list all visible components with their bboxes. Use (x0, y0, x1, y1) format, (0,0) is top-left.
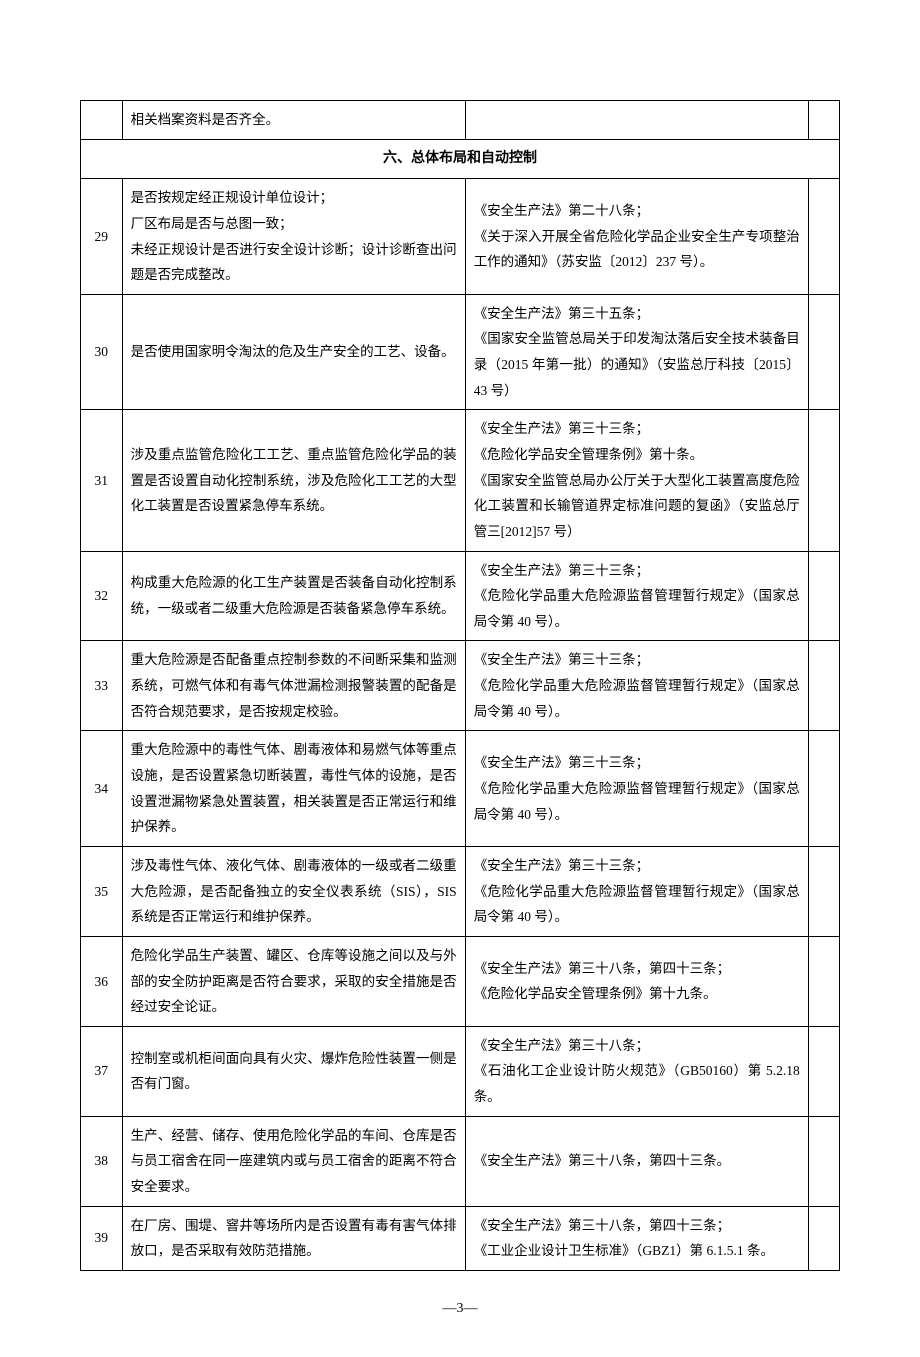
row-reference: 《安全生产法》第二十八条；《关于深入开展全省危险化学品企业安全生产专项整治工作的… (465, 179, 808, 295)
regulation-table: 相关档案资料是否齐全。 六、总体布局和自动控制 29是否按规定经正规设计单位设计… (80, 100, 840, 1271)
table-row: 33重大危险源是否配备重点控制参数的不间断采集和监测系统，可燃气体和有毒气体泄漏… (81, 641, 840, 731)
row-remark (808, 731, 839, 847)
row-remark (808, 410, 839, 551)
row-remark (808, 551, 839, 641)
top-row-last (808, 101, 839, 140)
row-description: 危险化学品生产装置、罐区、仓库等设施之间以及与外部的安全防护距离是否符合要求，采… (122, 936, 465, 1026)
row-reference: 《安全生产法》第三十八条；《石油化工企业设计防火规范》（GB50160）第 5.… (465, 1026, 808, 1116)
row-remark (808, 1116, 839, 1206)
row-remark (808, 641, 839, 731)
row-description: 在厂房、围堤、窨井等场所内是否设置有毒有害气体排放口，是否采取有效防范措施。 (122, 1206, 465, 1270)
row-reference: 《安全生产法》第三十五条；《国家安全监管总局关于印发淘汰落后安全技术装备目录（2… (465, 294, 808, 410)
row-number: 32 (81, 551, 123, 641)
row-description: 生产、经营、储存、使用危险化学品的车间、仓库是否与员工宿舍在同一座建筑内或与员工… (122, 1116, 465, 1206)
table-row: 31涉及重点监管危险化工工艺、重点监管危险化学品的装置是否设置自动化控制系统，涉… (81, 410, 840, 551)
section-header-row: 六、总体布局和自动控制 (81, 139, 840, 179)
table-row: 38生产、经营、储存、使用危险化学品的车间、仓库是否与员工宿舍在同一座建筑内或与… (81, 1116, 840, 1206)
top-row-num (81, 101, 123, 140)
table-row: 35涉及毒性气体、液化气体、剧毒液体的一级或者二级重大危险源，是否配备独立的安全… (81, 846, 840, 936)
table-row: 36危险化学品生产装置、罐区、仓库等设施之间以及与外部的安全防护距离是否符合要求… (81, 936, 840, 1026)
table-row: 29是否按规定经正规设计单位设计；厂区布局是否与总图一致；未经正规设计是否进行安… (81, 179, 840, 295)
table-row: 30是否使用国家明令淘汰的危及生产安全的工艺、设备。《安全生产法》第三十五条；《… (81, 294, 840, 410)
row-description: 是否使用国家明令淘汰的危及生产安全的工艺、设备。 (122, 294, 465, 410)
top-row-desc: 相关档案资料是否齐全。 (122, 101, 465, 140)
row-description: 重大危险源中的毒性气体、剧毒液体和易燃气体等重点设施，是否设置紧急切断装置，毒性… (122, 731, 465, 847)
row-remark (808, 1206, 839, 1270)
section-header-cell: 六、总体布局和自动控制 (81, 139, 840, 179)
row-reference: 《安全生产法》第三十三条；《危险化学品安全管理条例》第十条。《国家安全监管总局办… (465, 410, 808, 551)
top-row-ref (465, 101, 808, 140)
row-number: 35 (81, 846, 123, 936)
row-description: 控制室或机柜间面向具有火灾、爆炸危险性装置一侧是否有门窗。 (122, 1026, 465, 1116)
row-reference: 《安全生产法》第三十三条；《危险化学品重大危险源监督管理暂行规定》（国家总局令第… (465, 551, 808, 641)
row-number: 34 (81, 731, 123, 847)
row-reference: 《安全生产法》第三十八条，第四十三条；《危险化学品安全管理条例》第十九条。 (465, 936, 808, 1026)
row-description: 构成重大危险源的化工生产装置是否装备自动化控制系统，一级或者二级重大危险源是否装… (122, 551, 465, 641)
row-number: 29 (81, 179, 123, 295)
row-description: 涉及毒性气体、液化气体、剧毒液体的一级或者二级重大危险源，是否配备独立的安全仪表… (122, 846, 465, 936)
row-reference: 《安全生产法》第三十三条；《危险化学品重大危险源监督管理暂行规定》（国家总局令第… (465, 641, 808, 731)
top-continuation-row: 相关档案资料是否齐全。 (81, 101, 840, 140)
row-reference: 《安全生产法》第三十八条，第四十三条；《工业企业设计卫生标准》（GBZ1）第 6… (465, 1206, 808, 1270)
table-row: 32构成重大危险源的化工生产装置是否装备自动化控制系统，一级或者二级重大危险源是… (81, 551, 840, 641)
table-row: 39在厂房、围堤、窨井等场所内是否设置有毒有害气体排放口，是否采取有效防范措施。… (81, 1206, 840, 1270)
row-number: 30 (81, 294, 123, 410)
row-number: 31 (81, 410, 123, 551)
row-remark (808, 179, 839, 295)
row-remark (808, 846, 839, 936)
row-number: 39 (81, 1206, 123, 1270)
row-description: 重大危险源是否配备重点控制参数的不间断采集和监测系统，可燃气体和有毒气体泄漏检测… (122, 641, 465, 731)
row-remark (808, 1026, 839, 1116)
table-row: 34重大危险源中的毒性气体、剧毒液体和易燃气体等重点设施，是否设置紧急切断装置，… (81, 731, 840, 847)
row-description: 涉及重点监管危险化工工艺、重点监管危险化学品的装置是否设置自动化控制系统，涉及危… (122, 410, 465, 551)
table-row: 37控制室或机柜间面向具有火灾、爆炸危险性装置一侧是否有门窗。《安全生产法》第三… (81, 1026, 840, 1116)
row-remark (808, 294, 839, 410)
row-number: 37 (81, 1026, 123, 1116)
row-reference: 《安全生产法》第三十八条，第四十三条。 (465, 1116, 808, 1206)
row-number: 33 (81, 641, 123, 731)
row-remark (808, 936, 839, 1026)
row-number: 36 (81, 936, 123, 1026)
row-number: 38 (81, 1116, 123, 1206)
page-number: —3— (80, 1301, 840, 1317)
document-page: 相关档案资料是否齐全。 六、总体布局和自动控制 29是否按规定经正规设计单位设计… (80, 100, 840, 1317)
row-reference: 《安全生产法》第三十三条；《危险化学品重大危险源监督管理暂行规定》（国家总局令第… (465, 731, 808, 847)
row-reference: 《安全生产法》第三十三条；《危险化学品重大危险源监督管理暂行规定》（国家总局令第… (465, 846, 808, 936)
row-description: 是否按规定经正规设计单位设计；厂区布局是否与总图一致；未经正规设计是否进行安全设… (122, 179, 465, 295)
